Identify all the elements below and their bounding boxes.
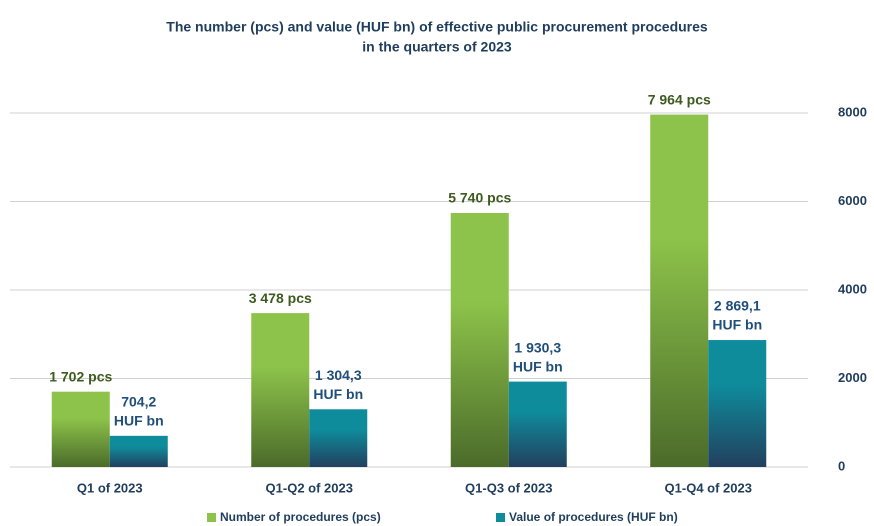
legend-swatch: [207, 513, 216, 522]
chart-title: The number (pcs) and value (HUF bn) of e…: [166, 19, 708, 35]
data-label: HUF bn: [712, 317, 762, 333]
bar: [508, 381, 567, 467]
data-label: 5 740 pcs: [448, 190, 511, 206]
data-label: 1 930,3: [514, 339, 561, 355]
bar: [51, 391, 110, 467]
legend-label: Number of procedures (pcs): [220, 510, 381, 524]
legend-label: Value of procedures (HUF bn): [509, 510, 678, 524]
data-label: 1 304,3: [315, 367, 362, 383]
bar: [708, 340, 767, 467]
data-label: 2 869,1: [714, 298, 761, 314]
chart-title: in the quarters of 2023: [362, 39, 512, 55]
data-label: 3 478 pcs: [249, 290, 312, 306]
data-label: 1 702 pcs: [49, 368, 112, 384]
x-tick-label: Q1-Q3 of 2023: [465, 480, 552, 495]
data-label: HUF bn: [513, 358, 563, 374]
data-label: HUF bn: [114, 413, 164, 429]
y-tick-label: 4000: [838, 281, 867, 296]
bar: [251, 313, 310, 467]
data-label: HUF bn: [313, 386, 363, 402]
bar: [309, 409, 368, 467]
y-tick-label: 2000: [838, 370, 867, 385]
data-label: 704,2: [121, 394, 156, 410]
y-tick-label: 8000: [838, 104, 867, 119]
bar: [109, 435, 168, 467]
y-tick-label: 6000: [838, 193, 867, 208]
data-label: 7 964 pcs: [648, 91, 711, 107]
legend-swatch: [496, 513, 505, 522]
x-tick-label: Q1 of 2023: [77, 480, 143, 495]
y-tick-label: 0: [838, 458, 845, 473]
bar: [650, 114, 709, 467]
bar: [450, 213, 509, 467]
x-tick-label: Q1-Q4 of 2023: [665, 480, 752, 495]
x-tick-label: Q1-Q2 of 2023: [266, 480, 353, 495]
